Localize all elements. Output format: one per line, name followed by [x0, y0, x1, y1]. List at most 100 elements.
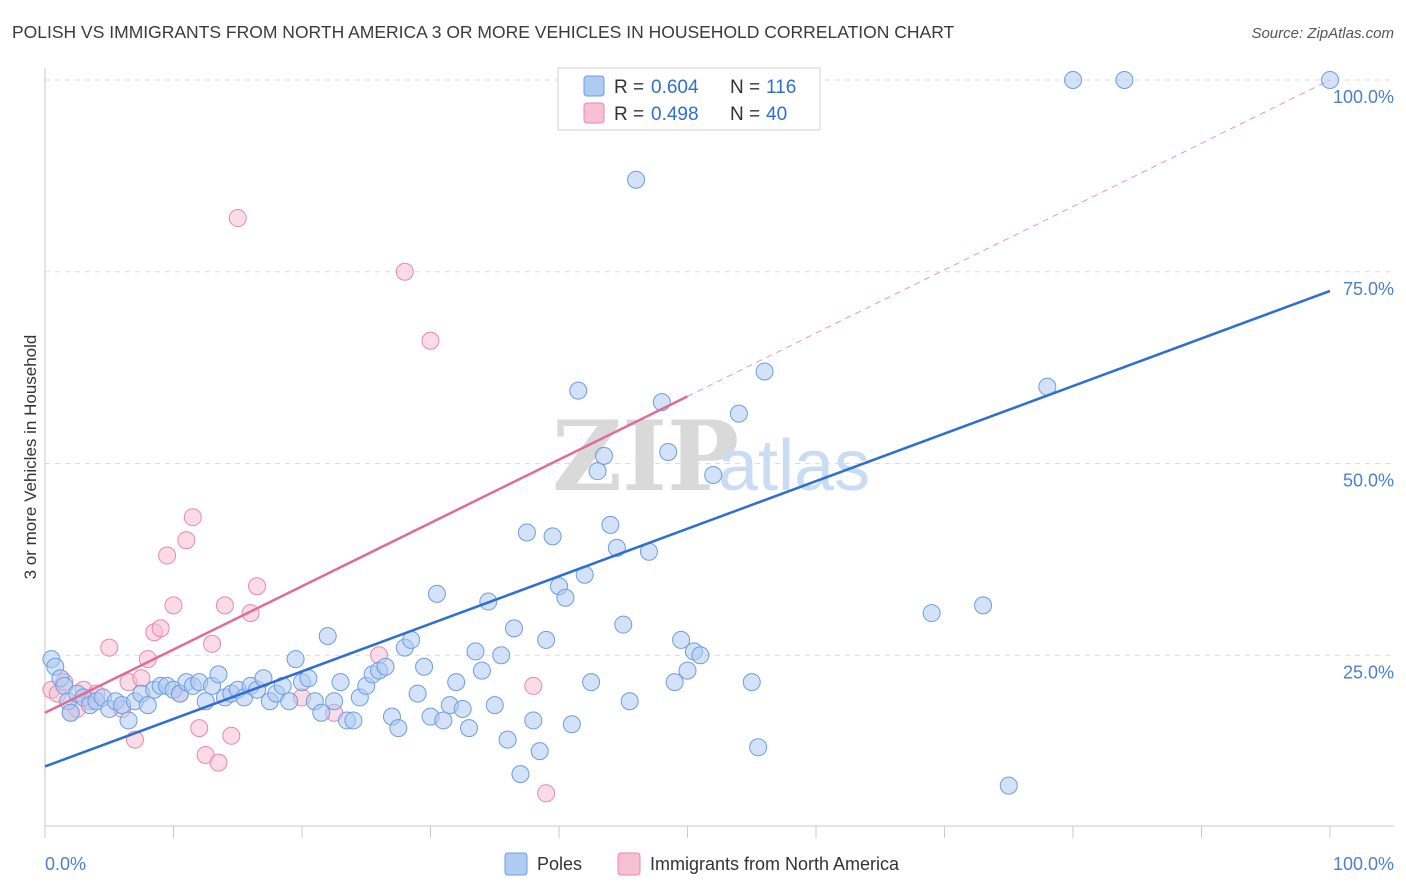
imm-point — [248, 577, 267, 596]
poles-point — [447, 673, 466, 692]
legend-imm-r-label: R = — [614, 104, 644, 125]
x-tick-label-max: 100.0% — [1333, 854, 1394, 874]
poles-point — [691, 646, 710, 665]
bottom-legend-imm: Immigrants from North America — [650, 854, 900, 874]
imm-point — [395, 262, 414, 281]
bottom-legend-swatch-poles — [504, 852, 528, 876]
imm-point — [164, 596, 183, 615]
poles-point — [138, 696, 157, 715]
imm-point — [524, 676, 543, 695]
y-tick-label: 75.0% — [1343, 279, 1394, 299]
legend-poles-r-label: R = — [614, 77, 644, 98]
poles-point — [588, 462, 607, 481]
poles-point — [742, 673, 761, 692]
x-axis-ticks — [44, 826, 1331, 838]
poles-point — [119, 711, 138, 730]
poles-point — [524, 711, 543, 730]
poles-point — [729, 404, 748, 423]
poles-point — [569, 381, 588, 400]
poles-point — [376, 657, 395, 676]
poles-point — [556, 588, 575, 607]
poles-point — [601, 515, 620, 534]
legend-imm-r-value: 0.498 — [651, 104, 699, 125]
poles-point — [286, 650, 305, 669]
poles-point — [453, 699, 472, 718]
gridlines — [45, 79, 1394, 656]
poles-point — [999, 776, 1018, 795]
legend-imm-n-value: 40 — [766, 104, 787, 125]
poles-point — [537, 630, 556, 649]
poles-point — [344, 711, 363, 730]
legend-poles-n-label: N = — [730, 77, 760, 98]
poles-point — [922, 604, 941, 623]
imm-trendline-extrapolated — [687, 79, 1331, 397]
bottom-legend-poles: Poles — [537, 854, 582, 874]
poles-point — [498, 730, 517, 749]
poles-point — [665, 673, 684, 692]
poles-point — [755, 362, 774, 381]
poles-point — [1064, 71, 1082, 89]
imm-point — [203, 634, 222, 653]
poles-point — [415, 657, 434, 676]
imm-point — [537, 784, 556, 803]
poles-point — [1115, 71, 1134, 89]
poles-point — [427, 584, 446, 603]
poles-point — [466, 642, 485, 661]
chart-title: POLISH VS IMMIGRANTS FROM NORTH AMERICA … — [12, 22, 955, 42]
imm-point — [209, 753, 228, 772]
imm-point — [241, 604, 260, 623]
poles-point — [672, 630, 691, 649]
imm-point — [183, 508, 202, 527]
series-legend: Poles Immigrants from North America — [504, 852, 900, 876]
imm-point — [215, 596, 234, 615]
source-label: Source: ZipAtlas.com — [1251, 25, 1394, 42]
poles-point — [492, 646, 511, 665]
poles-point — [209, 665, 228, 684]
x-tick-label-min: 0.0% — [45, 854, 86, 874]
poles-point — [582, 673, 601, 692]
watermark-atlas: atlas — [718, 426, 870, 506]
poles-point — [562, 715, 581, 734]
poles-point — [749, 738, 768, 757]
correlation-legend: R = 0.604 N = 116 R = 0.498 N = 40 — [557, 67, 821, 131]
poles-trendline — [44, 289, 1331, 768]
poles-point — [678, 661, 697, 680]
legend-swatch-poles — [583, 75, 605, 97]
poles-point — [331, 673, 350, 692]
poles-point — [61, 703, 80, 722]
y-tick-label: 100.0% — [1333, 87, 1394, 107]
imm-point — [228, 209, 247, 228]
imm-trendline — [44, 395, 689, 714]
y-tick-label: 50.0% — [1343, 471, 1394, 491]
y-axis-tick-labels: 100.0% 75.0% 50.0% 25.0% — [1333, 87, 1394, 682]
poles-point — [472, 661, 491, 680]
imm-point — [222, 726, 241, 745]
legend-poles-r-value: 0.604 — [651, 77, 699, 98]
imm-point — [151, 619, 170, 638]
trendlines — [44, 79, 1331, 768]
poles-point — [389, 719, 408, 738]
imm-point — [177, 531, 196, 550]
bottom-legend-swatch-imm — [617, 852, 641, 876]
poles-point — [318, 627, 337, 646]
imm-point — [190, 719, 209, 738]
poles-point — [517, 523, 536, 542]
y-tick-label: 25.0% — [1343, 662, 1394, 682]
imm-point — [421, 331, 440, 350]
poles-point — [280, 692, 299, 711]
poles-point — [408, 684, 427, 703]
poles-point — [312, 703, 331, 722]
watermark-zip: ZIP — [552, 400, 739, 513]
poles-point — [434, 711, 453, 730]
imm-point — [100, 638, 119, 657]
imm-point — [158, 546, 177, 565]
poles-point — [485, 696, 504, 715]
legend-swatch-imm — [583, 102, 605, 124]
legend-poles-n-value: 116 — [766, 77, 796, 98]
poles-point — [511, 765, 530, 784]
poles-point — [543, 527, 562, 546]
poles-point — [530, 742, 549, 761]
poles-point — [460, 719, 479, 738]
poles-point — [594, 446, 613, 465]
